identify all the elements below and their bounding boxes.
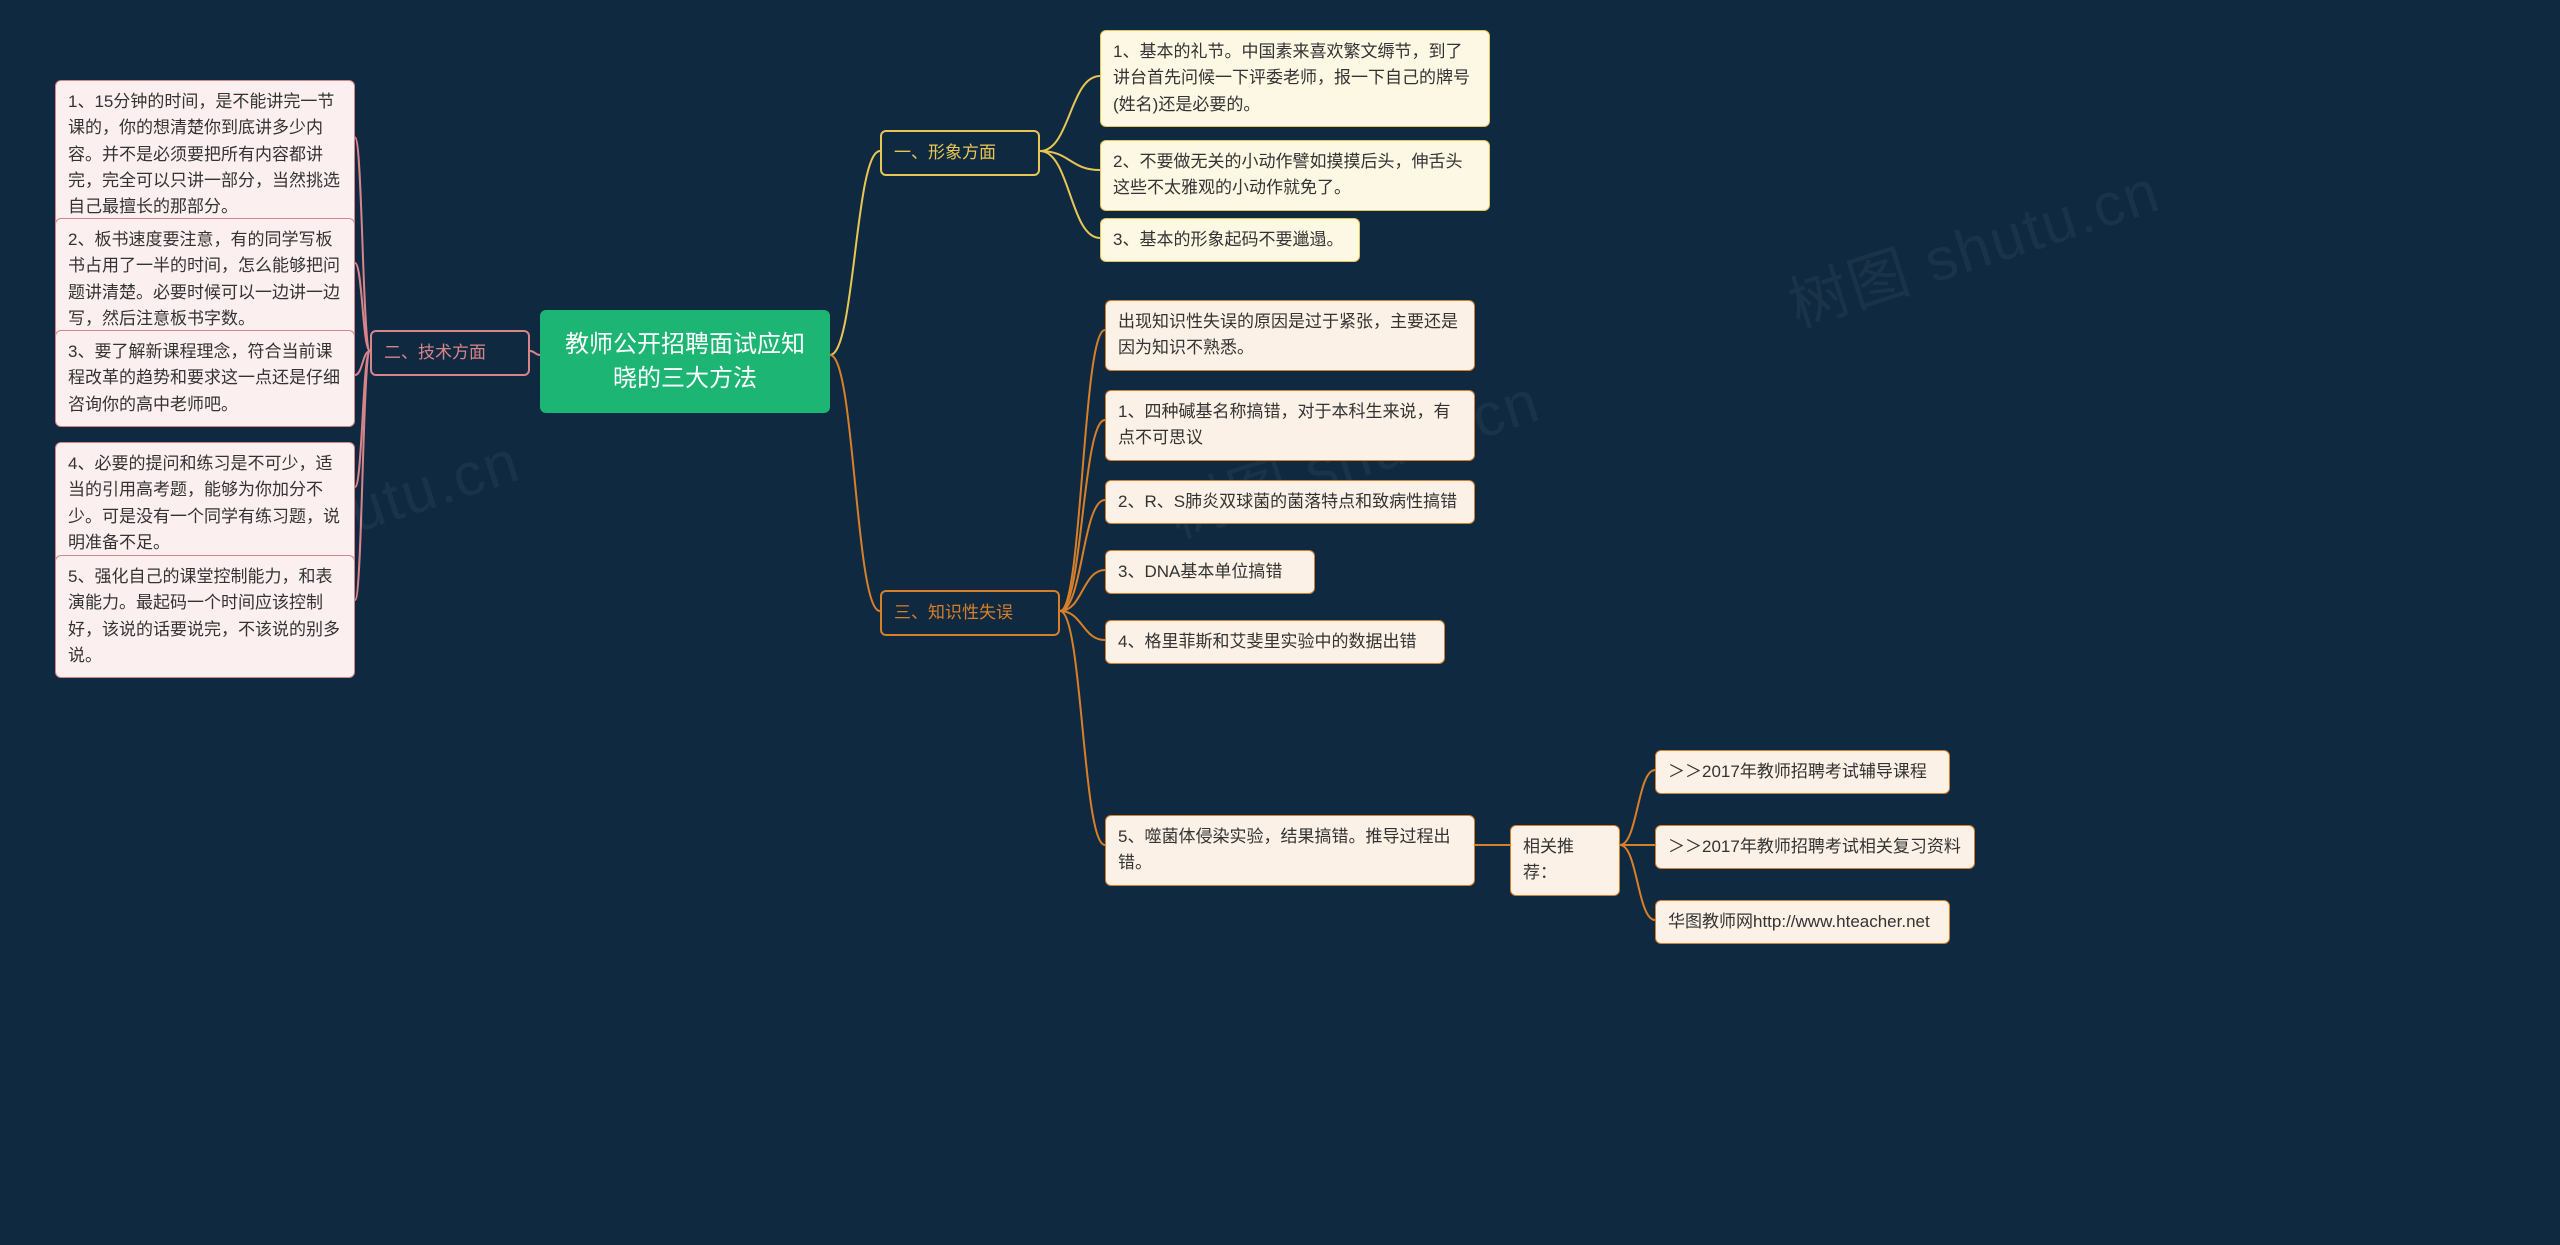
leaf-b2-1: 2、板书速度要注意，有的同学写板书占用了一半的时间，怎么能够把问题讲清楚。必要时… — [55, 218, 355, 341]
leaf-b3-2: 2、R、S肺炎双球菌的菌落特点和致病性搞错 — [1105, 480, 1475, 524]
watermark-2: 树图 shutu.cn — [1776, 143, 2170, 345]
leaf-b2-2: 3、要了解新课程理念，符合当前课程改革的趋势和要求这一点还是仔细咨询你的高中老师… — [55, 330, 355, 427]
leaf-b3-5-child-1: ＞＞2017年教师招聘考试相关复习资料 — [1655, 825, 1975, 869]
leaf-b1-2: 3、基本的形象起码不要邋遢。 — [1100, 218, 1360, 262]
leaf-b3-4: 4、格里菲斯和艾斐里实验中的数据出错 — [1105, 620, 1445, 664]
leaf-b3-5-child-0: ＞＞2017年教师招聘考试辅导课程 — [1655, 750, 1950, 794]
leaf-b3-3: 3、DNA基本单位搞错 — [1105, 550, 1315, 594]
branch-b3: 三、知识性失误 — [880, 590, 1060, 636]
branch-b2: 二、技术方面 — [370, 330, 530, 376]
leaf-b3-5-label: 相关推荐： — [1510, 825, 1620, 896]
leaf-b2-4: 5、强化自己的课堂控制能力，和表演能力。最起码一个时间应该控制好，该说的话要说完… — [55, 555, 355, 678]
leaf-b1-0: 1、基本的礼节。中国素来喜欢繁文缛节，到了讲台首先问候一下评委老师，报一下自己的… — [1100, 30, 1490, 127]
mindmap-root: 教师公开招聘面试应知晓的三大方法 — [540, 310, 830, 413]
leaf-b3-5: 5、噬菌体侵染实验，结果搞错。推导过程出错。 — [1105, 815, 1475, 886]
leaf-b2-3: 4、必要的提问和练习是不可少，适当的引用高考题，能够为你加分不少。可是没有一个同… — [55, 442, 355, 565]
leaf-b2-0: 1、15分钟的时间，是不能讲完一节课的，你的想清楚你到底讲多少内容。并不是必须要… — [55, 80, 355, 230]
leaf-b1-1: 2、不要做无关的小动作譬如摸摸后头，伸舌头这些不太雅观的小动作就免了。 — [1100, 140, 1490, 211]
leaf-b3-1: 1、四种碱基名称搞错，对于本科生来说，有点不可思议 — [1105, 390, 1475, 461]
branch-b1: 一、形象方面 — [880, 130, 1040, 176]
leaf-b3-0: 出现知识性失误的原因是过于紧张，主要还是因为知识不熟悉。 — [1105, 300, 1475, 371]
leaf-b3-5-child-2: 华图教师网http://www.hteacher.net — [1655, 900, 1950, 944]
